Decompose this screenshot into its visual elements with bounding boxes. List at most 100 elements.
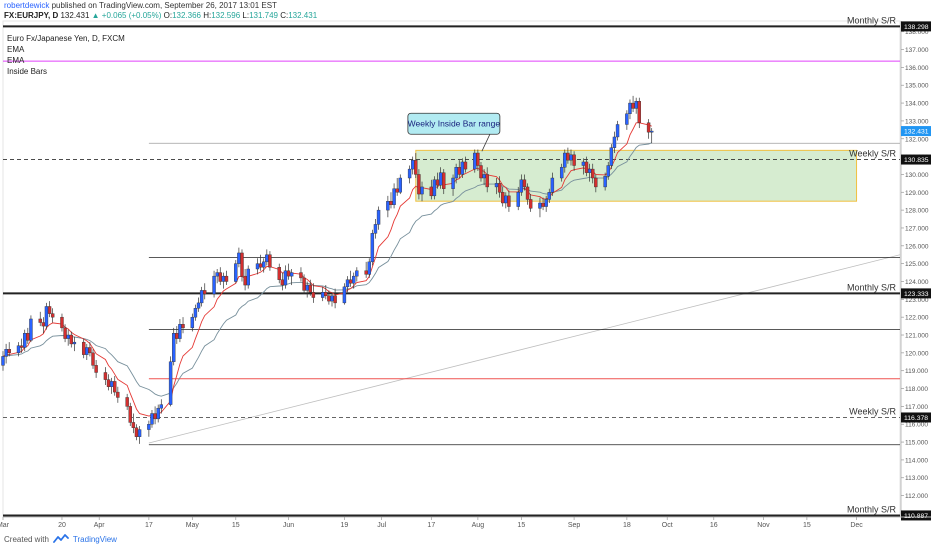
candle[interactable] [528, 194, 533, 212]
candle[interactable] [603, 172, 607, 191]
candle[interactable] [7, 342, 11, 357]
candle[interactable] [370, 229, 375, 266]
candle[interactable] [178, 318, 182, 343]
candle[interactable] [4, 343, 8, 364]
candle[interactable] [38, 311, 42, 327]
candle[interactable] [147, 420, 151, 437]
candle[interactable] [497, 176, 502, 198]
candle[interactable] [91, 349, 95, 369]
indicator-ema-2[interactable]: EMA [7, 56, 25, 65]
candle[interactable] [134, 424, 139, 441]
candle[interactable] [479, 161, 483, 182]
indicator-inside-bars[interactable]: Inside Bars [7, 67, 48, 76]
candle[interactable] [451, 174, 455, 196]
candle[interactable] [646, 119, 651, 139]
candle[interactable] [373, 219, 378, 239]
candle[interactable] [342, 283, 347, 305]
candle[interactable] [265, 249, 269, 266]
time-axis[interactable]: Mar 20 Apr 17 May 15 Jun 19 Jul 17 Aug 15 Sep 18 Oct 16… [0, 516, 931, 529]
candle[interactable] [246, 265, 250, 289]
candle[interactable] [299, 267, 303, 282]
ema-fast-line[interactable] [2, 122, 652, 417]
candle[interactable] [637, 97, 641, 129]
candle[interactable] [150, 409, 154, 428]
indicator-main-series[interactable]: Euro Fx/Japanese Yen, D, FXCM [7, 34, 125, 43]
candle[interactable] [243, 269, 247, 291]
candle[interactable] [525, 183, 530, 205]
candle[interactable] [389, 192, 393, 209]
candle[interactable] [137, 426, 142, 444]
candle[interactable] [212, 270, 216, 298]
candle[interactable] [125, 393, 129, 410]
candle[interactable] [612, 131, 617, 154]
callout-box[interactable] [407, 112, 501, 135]
candle[interactable] [476, 149, 480, 171]
indicator-ema-1[interactable]: EMA [7, 45, 25, 54]
candle[interactable] [473, 149, 477, 173]
candle[interactable] [69, 331, 73, 348]
candle[interactable] [128, 402, 132, 427]
candle[interactable] [634, 97, 638, 114]
candle[interactable] [417, 169, 421, 200]
tradingview-brand[interactable]: TradingView [72, 534, 117, 544]
candle[interactable] [181, 317, 185, 334]
candle[interactable] [190, 313, 195, 332]
candle[interactable] [106, 374, 111, 391]
candle[interactable] [237, 247, 241, 268]
candle[interactable] [255, 258, 260, 275]
candle[interactable] [172, 327, 176, 366]
candle[interactable] [649, 128, 654, 144]
candle[interactable] [594, 174, 598, 193]
plot-area[interactable]: Monthly S/R Weekly S/R Monthly S/R Weekly S… [1, 15, 901, 518]
candle[interactable] [289, 269, 294, 286]
candle[interactable] [376, 206, 381, 230]
candle[interactable] [414, 153, 418, 179]
candle[interactable] [591, 163, 595, 184]
candle[interactable] [392, 183, 396, 209]
candle[interactable] [324, 285, 328, 300]
candle[interactable] [196, 297, 201, 312]
candle[interactable] [432, 176, 437, 200]
candle[interactable] [398, 174, 402, 195]
candle[interactable] [1, 351, 5, 371]
candle[interactable] [308, 279, 312, 296]
candle[interactable] [47, 301, 52, 318]
candle[interactable] [395, 178, 399, 196]
candle[interactable] [283, 265, 288, 289]
candle[interactable] [572, 151, 576, 171]
candle[interactable] [420, 181, 424, 202]
candle[interactable] [109, 377, 114, 394]
candle[interactable] [386, 195, 390, 218]
candle[interactable] [625, 110, 629, 130]
candle[interactable] [367, 258, 371, 278]
candle[interactable] [203, 283, 207, 300]
candle[interactable] [29, 315, 33, 343]
candle[interactable] [168, 356, 173, 407]
candle[interactable] [131, 413, 136, 434]
candle[interactable] [485, 167, 489, 193]
candle[interactable] [240, 249, 244, 282]
candle[interactable] [507, 190, 511, 212]
candle[interactable] [615, 120, 620, 141]
candle[interactable] [103, 367, 108, 385]
candle[interactable] [215, 269, 219, 284]
candle[interactable] [522, 174, 527, 191]
candle[interactable] [63, 324, 67, 343]
candle[interactable] [631, 95, 635, 112]
candle[interactable] [88, 342, 92, 357]
candle[interactable] [81, 338, 86, 359]
candle[interactable] [606, 161, 610, 180]
candle[interactable] [348, 270, 353, 287]
candle[interactable] [407, 165, 412, 184]
candle[interactable] [355, 267, 359, 282]
candle[interactable] [463, 156, 468, 173]
candle[interactable] [224, 270, 229, 286]
candle[interactable] [442, 169, 446, 195]
candle[interactable] [302, 274, 306, 294]
candle[interactable] [193, 304, 198, 321]
candle[interactable] [352, 272, 356, 289]
candle[interactable] [23, 329, 27, 352]
trendline[interactable] [148, 254, 901, 444]
candle[interactable] [268, 251, 272, 271]
